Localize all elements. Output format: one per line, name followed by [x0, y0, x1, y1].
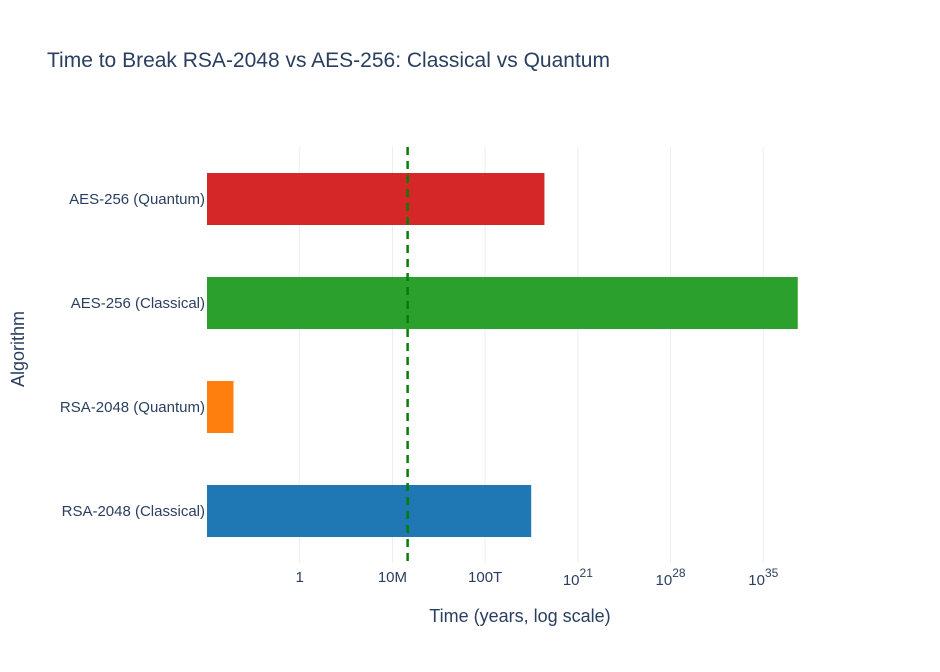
- x-tick-exponent: 35: [765, 566, 779, 580]
- x-tick-exponent: 28: [672, 566, 686, 580]
- x-tick-label: 1028: [656, 566, 686, 589]
- chart-title: Time to Break RSA-2048 vs AES-256: Class…: [47, 49, 610, 72]
- x-tick-label: 1035: [748, 566, 778, 589]
- x-tick-exponent: 21: [580, 566, 594, 580]
- x-axis-title: Time (years, log scale): [429, 606, 610, 626]
- bar: [207, 485, 532, 537]
- x-tick-base: 10: [748, 572, 765, 589]
- y-tick-label: RSA-2048 (Classical): [62, 503, 205, 520]
- x-tick-label: 1: [296, 569, 304, 586]
- bar: [207, 277, 798, 329]
- x-tick-label: 1021: [563, 566, 593, 589]
- x-tick-base: 10: [563, 572, 580, 589]
- x-tick-base: 10: [656, 572, 673, 589]
- bar: [207, 173, 545, 225]
- y-axis-title: Algorithm: [8, 311, 28, 387]
- y-tick-label: AES-256 (Quantum): [69, 191, 205, 208]
- y-tick-label: RSA-2048 (Quantum): [60, 399, 205, 416]
- bars: [207, 173, 798, 537]
- y-tick-label: AES-256 (Classical): [71, 295, 205, 312]
- x-tick-label: 100T: [468, 569, 502, 586]
- x-tick-label: 10M: [378, 569, 407, 586]
- y-tick-labels: RSA-2048 (Classical) RSA-2048 (Quantum) AE…: [60, 191, 205, 520]
- bar: [207, 381, 234, 433]
- x-tick-labels: 1 10M 100T 1021 1028 1035: [296, 566, 779, 589]
